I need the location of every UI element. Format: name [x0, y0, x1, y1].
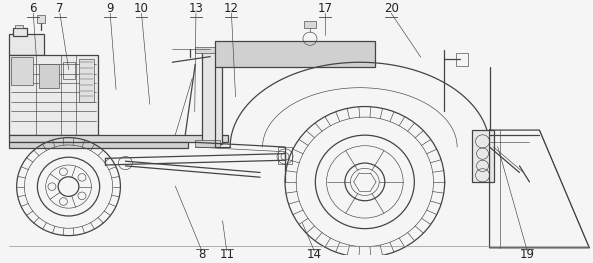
Bar [195, 139, 220, 147]
Text: 11: 11 [219, 248, 234, 261]
Bar [15, 24, 23, 28]
Text: 13: 13 [189, 2, 203, 15]
Bar [9, 34, 44, 55]
Bar [304, 21, 316, 28]
Bar [278, 147, 292, 164]
Bar [471, 130, 493, 182]
Bar [11, 57, 33, 85]
Text: 6: 6 [30, 2, 37, 15]
Text: 10: 10 [134, 2, 149, 15]
Text: 17: 17 [317, 2, 333, 15]
Bar [195, 47, 229, 53]
Bar [37, 15, 44, 23]
Bar [455, 53, 468, 66]
Bar [62, 62, 75, 79]
Text: 7: 7 [56, 2, 63, 15]
Bar [9, 55, 98, 135]
Text: 9: 9 [106, 2, 114, 15]
Bar [39, 64, 59, 88]
Text: 14: 14 [307, 248, 322, 261]
Text: 12: 12 [224, 2, 239, 15]
Bar [12, 28, 27, 36]
Text: 19: 19 [519, 248, 535, 261]
Bar [9, 135, 228, 142]
Bar [78, 59, 94, 102]
Bar [215, 41, 375, 67]
Bar [9, 142, 188, 148]
Text: 20: 20 [384, 2, 398, 15]
Text: 8: 8 [198, 248, 206, 261]
Bar [202, 50, 222, 144]
